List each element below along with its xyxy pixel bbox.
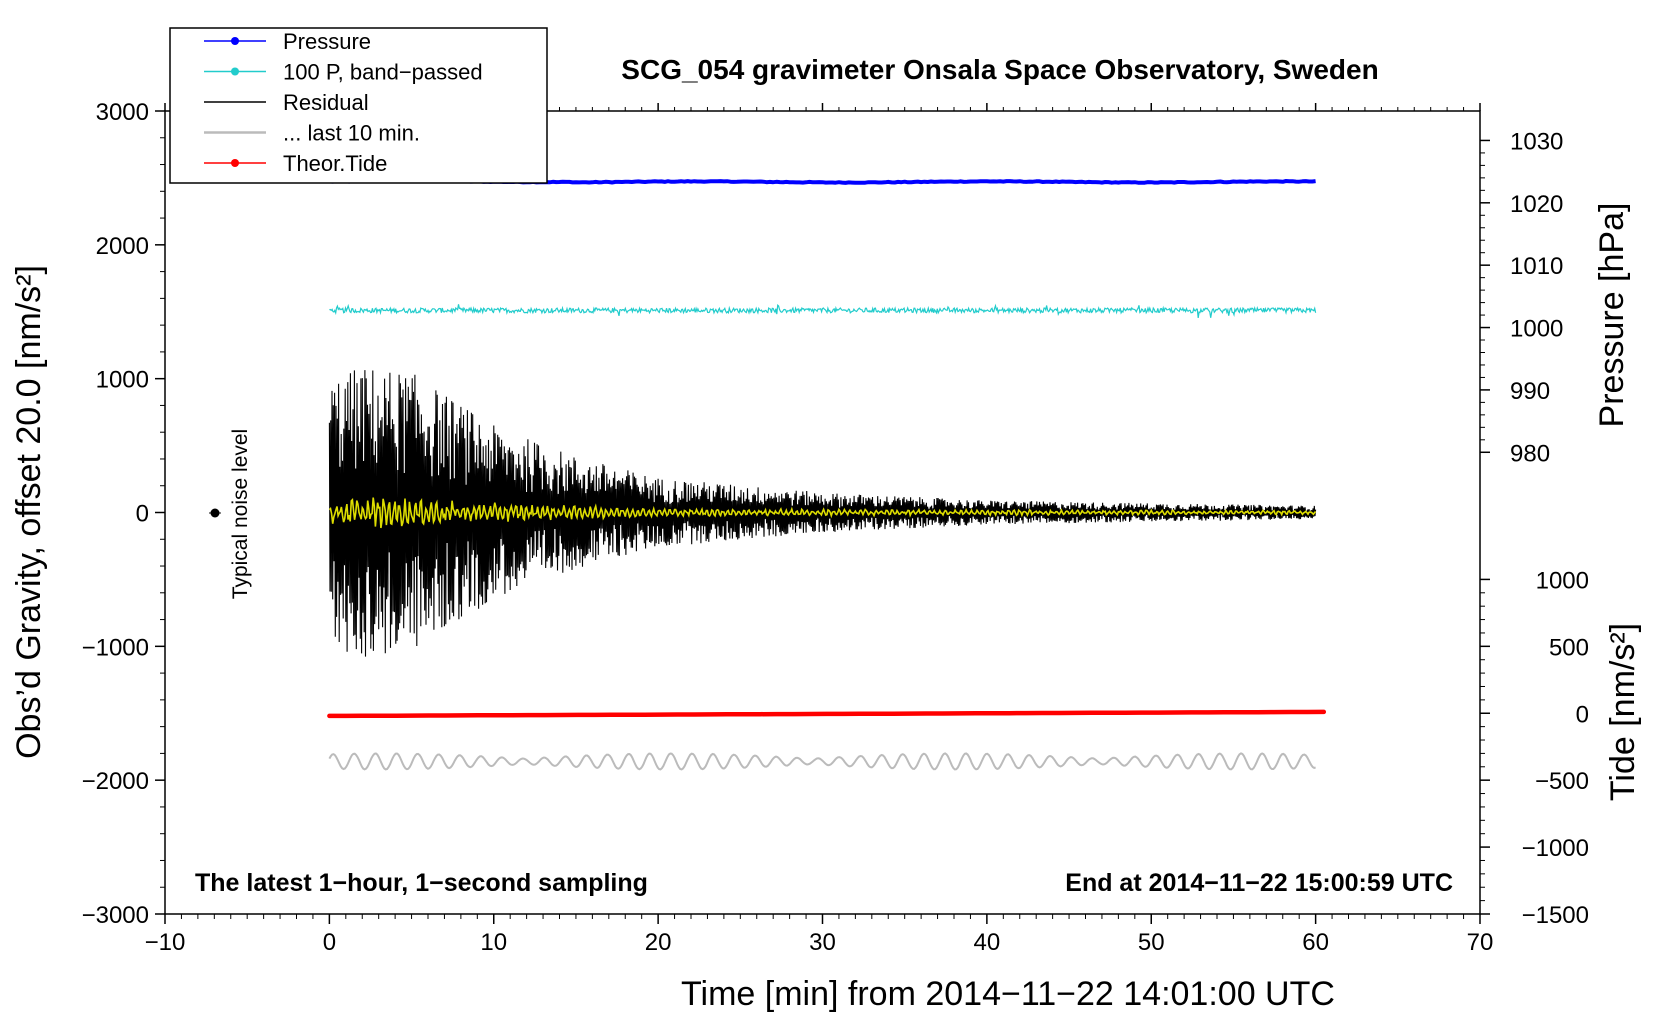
series-residual-smoothed-line <box>328 497 1317 529</box>
x-tick-label: 40 <box>974 929 1001 956</box>
x-tick-label: −10 <box>145 929 186 956</box>
y-pressure-tick-label: 1000 <box>1510 316 1563 343</box>
plot-frame <box>164 110 1481 915</box>
y-left-tick-label: −3000 <box>82 902 149 929</box>
legend-swatch-marker <box>231 67 239 76</box>
y-left-tick-label: 1000 <box>96 367 149 394</box>
y-axis-left-label: Obs’d Gravity, offset 20.0 [nm/s²] <box>10 265 48 759</box>
y-pressure-tick-label: 1030 <box>1510 128 1563 155</box>
y-left-tick-label: −1000 <box>82 634 149 661</box>
series-residual-line <box>328 370 1317 657</box>
x-axis-label: Time [min] from 2014−11−22 14:01:00 UTC <box>681 975 1335 1013</box>
legend-entry-label: ... last 10 min. <box>283 121 420 146</box>
legend-swatch-marker <box>231 159 239 167</box>
y-left-tick-label: 2000 <box>96 233 149 260</box>
y-tide-tick-label: 1000 <box>1536 567 1589 594</box>
y-tide-tick-label: −500 <box>1535 768 1589 795</box>
legend-entry-label: Pressure <box>283 29 371 54</box>
annotation-end-time: End at 2014−11−22 15:00:59 UTC <box>1065 869 1453 897</box>
chart-title: SCG_054 gravimeter Onsala Space Observat… <box>621 54 1378 85</box>
series-tide-line <box>327 709 1327 719</box>
y-left-tick-label: −2000 <box>82 768 149 795</box>
y-tide-tick-label: 0 <box>1576 701 1589 728</box>
series-pressure-bandpassed-line <box>329 303 1317 318</box>
y-axis-pressure-label: Pressure [hPa] <box>1593 203 1631 428</box>
y-tide-tick-label: −1000 <box>1522 835 1589 862</box>
x-tick-label: 70 <box>1467 929 1494 956</box>
legend-swatch-marker <box>231 37 239 45</box>
y-left-tick-label: 0 <box>136 501 149 528</box>
annotation-sampling: The latest 1−hour, 1−second sampling <box>195 869 648 897</box>
y-tide-tick-label: 500 <box>1549 634 1589 661</box>
legend-entry-label: Residual <box>283 90 369 115</box>
y-axis-tide-label: Tide [nm/s²] <box>1604 623 1642 801</box>
y-left-tick-label: 3000 <box>96 99 149 126</box>
noise-level-marker <box>210 508 220 518</box>
x-tick-label: 30 <box>809 929 836 956</box>
legend-entry-label: Theor.Tide <box>283 151 387 176</box>
y-pressure-tick-label: 980 <box>1510 440 1550 467</box>
x-tick-label: 0 <box>323 929 336 956</box>
legend-entry-label: 100 P, band−passed <box>283 60 483 85</box>
series-last10min-line <box>328 752 1316 771</box>
legend-entries: Pressure 100 P, band−passed Residual ... la… <box>204 29 483 176</box>
y-pressure-tick-label: 1020 <box>1510 191 1563 218</box>
noise-level-label: Typical noise level <box>229 429 252 599</box>
y-pressure-tick-label: 990 <box>1510 378 1550 405</box>
legend: Pressure 100 P, band−passed Residual ... la… <box>169 27 548 184</box>
x-tick-label: 10 <box>480 929 507 956</box>
axes-layer: −10 0 10 20 30 40 50 60 70−3000−2000−10000100020… <box>82 99 1589 956</box>
x-tick-label: 60 <box>1302 929 1329 956</box>
x-tick-label: 50 <box>1138 929 1165 956</box>
y-pressure-tick-label: 1010 <box>1510 253 1563 280</box>
x-tick-label: 20 <box>645 929 672 956</box>
y-tide-tick-label: −1500 <box>1522 902 1589 929</box>
legend-box <box>169 27 548 184</box>
